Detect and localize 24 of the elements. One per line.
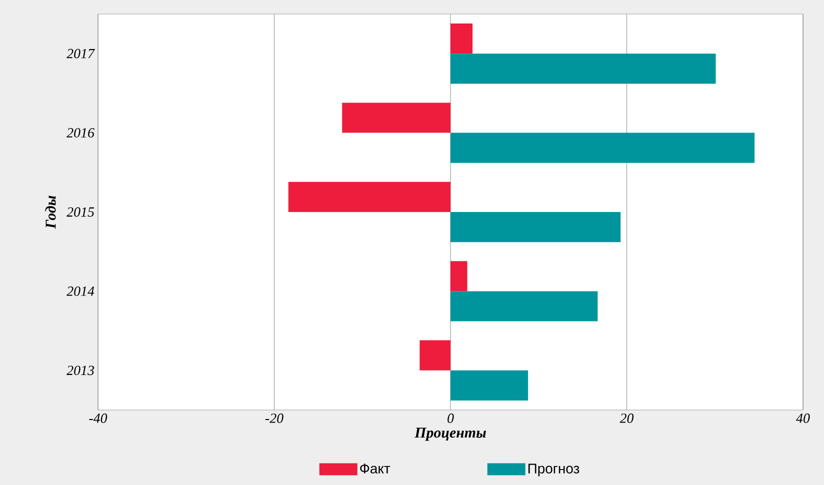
bar: [342, 102, 451, 133]
bar: [450, 54, 716, 84]
y-axis-title: Годы: [45, 196, 56, 229]
x-axis-title: Проценты: [414, 428, 486, 441]
bar: [450, 212, 621, 242]
bar: [450, 132, 755, 163]
legend-label: Прогноз: [528, 464, 580, 476]
y-tick-label: 2017: [66, 48, 95, 58]
bar: [288, 182, 451, 212]
x-tick-label: -40: [89, 414, 108, 423]
y-tick-label: 2016: [66, 128, 94, 138]
x-tick-label: 0: [448, 414, 454, 423]
y-tick-label: 2014: [66, 286, 94, 296]
bar: [450, 291, 598, 322]
y-tick-label: 2015: [66, 207, 94, 217]
bar: [420, 340, 451, 370]
x-tick-label: 20: [620, 414, 634, 423]
bar: [450, 370, 528, 400]
legend-label: Факт: [360, 464, 390, 474]
bar: [450, 24, 473, 54]
x-tick-label: 40: [796, 414, 810, 423]
y-tick-label: 2013: [66, 366, 94, 376]
bar: [450, 261, 468, 292]
x-tick-label: -20: [265, 414, 284, 423]
